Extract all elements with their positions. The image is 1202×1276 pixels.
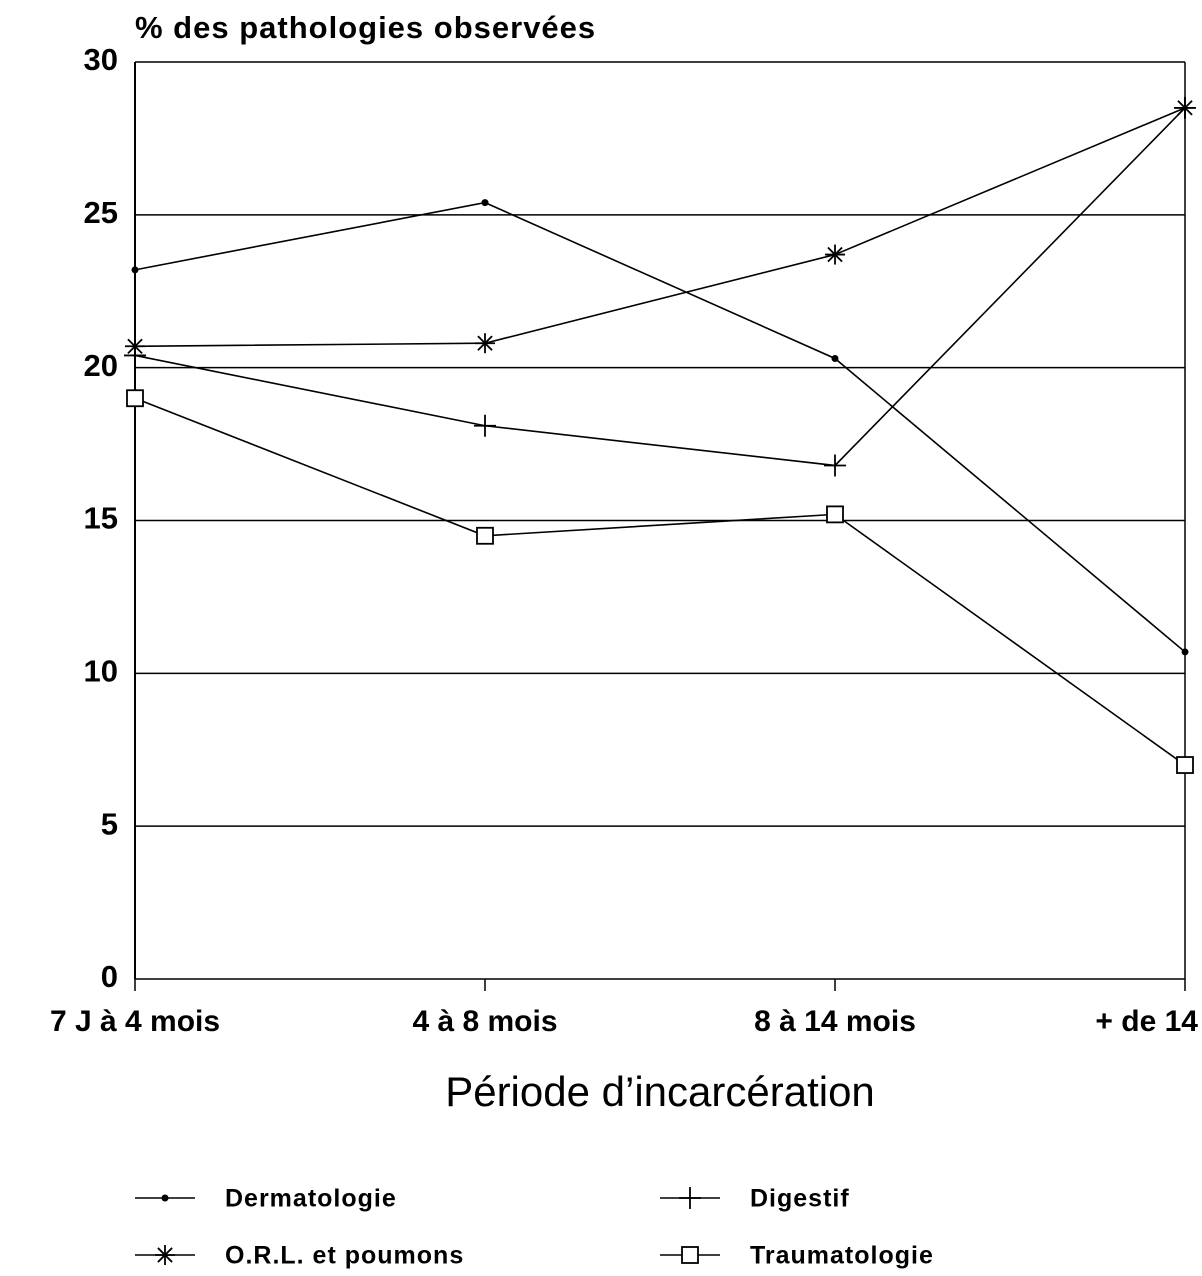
- series-line: [134, 107, 1186, 348]
- data-point: [131, 266, 139, 274]
- data-point: [824, 454, 846, 477]
- data-point: [126, 389, 144, 408]
- dot: [161, 1194, 169, 1202]
- series-line: [134, 397, 1186, 766]
- square: [681, 1246, 699, 1264]
- y-tick-label: 15: [84, 501, 118, 536]
- y-tick-label: 10: [84, 654, 118, 689]
- data-point: [1176, 756, 1194, 774]
- x-tick-label: 7 J à 4 mois: [50, 1005, 220, 1038]
- y-tick-label: 20: [84, 348, 118, 383]
- x-tick-label: 8 à 14 mois: [754, 1005, 916, 1038]
- data-point: [476, 526, 494, 545]
- data-point: [831, 354, 839, 362]
- square: [1176, 756, 1194, 774]
- y-axis-title: % des pathologies observées: [135, 10, 596, 45]
- series-line: [134, 201, 1186, 653]
- data-point: [125, 336, 145, 357]
- legend-label: Digestif: [750, 1185, 850, 1213]
- dot: [481, 199, 489, 207]
- dot: [131, 266, 139, 274]
- legend-label: Traumatologie: [750, 1242, 934, 1270]
- data-point: [825, 244, 845, 265]
- legend-marker: [681, 1246, 699, 1264]
- legend-marker: [161, 1194, 169, 1202]
- star-ray: [477, 335, 493, 351]
- dot: [831, 354, 839, 362]
- data-point: [1181, 648, 1189, 656]
- legend-marker: [155, 1245, 175, 1265]
- data-point: [474, 414, 496, 437]
- y-tick-label: 0: [101, 959, 118, 994]
- legend-marker: [679, 1187, 701, 1209]
- x-tick-label: + de 14: [1095, 1005, 1198, 1038]
- y-tick-label: 5: [101, 806, 118, 841]
- y-tick-label: 30: [84, 42, 118, 77]
- dot: [1181, 648, 1189, 656]
- data-point: [1175, 97, 1195, 118]
- x-tick-label: 4 à 8 mois: [412, 1005, 557, 1038]
- star-ray: [827, 246, 843, 263]
- star-ray: [157, 1247, 173, 1263]
- y-tick-label: 25: [84, 195, 118, 230]
- legend-label: O.R.L. et poumons: [225, 1242, 464, 1270]
- series-line: [134, 107, 1186, 467]
- square: [476, 526, 494, 545]
- square: [126, 389, 144, 408]
- star-ray: [1177, 100, 1193, 116]
- x-axis-title: Période d’incarcération: [445, 1068, 875, 1115]
- legend-label: Dermatologie: [225, 1185, 397, 1213]
- square: [826, 505, 844, 524]
- data-point: [475, 333, 495, 354]
- data-point: [826, 505, 844, 524]
- star-ray: [127, 338, 143, 354]
- data-point: [481, 199, 489, 207]
